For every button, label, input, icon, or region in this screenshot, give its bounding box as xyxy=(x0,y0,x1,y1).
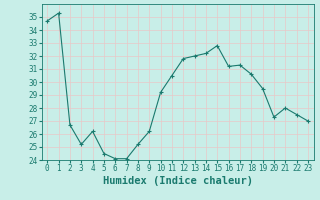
X-axis label: Humidex (Indice chaleur): Humidex (Indice chaleur) xyxy=(103,176,252,186)
